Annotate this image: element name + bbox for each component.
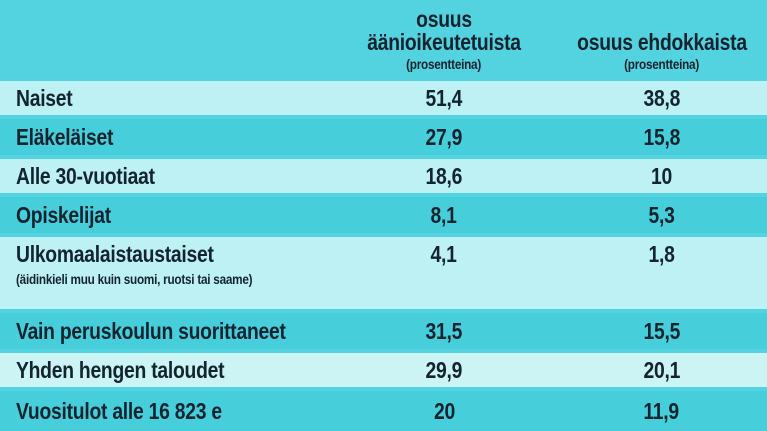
table-row: Ulkomaalaistaustaiset (äidinkieli muu ku… [0,237,767,309]
candidates-value: 15,8 [643,123,680,150]
row-label: Yhden hengen taloudet [16,356,225,383]
row-sublabel: (äidinkieli muu kuin suomi, ruotsi tai s… [16,270,253,287]
candidates-value: 10 [650,162,672,189]
row-label: Alle 30-vuotiaat [16,162,155,189]
table-row: Eläkeläiset 27,9 15,8 [0,119,767,155]
voters-column-subtitle: (prosentteina) [406,55,482,72]
voters-value: 51,4 [425,84,463,111]
voters-value: 20 [433,398,455,424]
candidates-value: 15,5 [643,317,680,344]
voters-value: 8,1 [430,201,458,228]
table-row: Naiset 51,4 38,8 [0,81,767,115]
candidates-column-title: osuus ehdokkaista [576,28,747,55]
voters-value: 4,1 [430,241,458,267]
row-label: Vuositulot alle 16 823 e [16,398,222,424]
voters-value: 31,5 [425,317,463,344]
candidates-value: 1,8 [648,241,675,267]
candidates-column-subtitle: (prosentteina) [624,55,699,72]
candidates-column-header: osuus ehdokkaista (prosentteina) [556,28,767,72]
table-row: Yhden hengen taloudet 29,9 20,1 [0,353,767,387]
voters-column-header: osuus äänioikeutetuista (prosentteina) [332,5,556,72]
voters-value: 27,9 [425,123,463,150]
row-label: Naiset [16,84,73,111]
table-row: Opiskelijat 8,1 5,3 [0,197,767,233]
table-row: Vuositulot alle 16 823 e 20 11,9 [0,391,767,431]
row-label: Opiskelijat [16,201,111,228]
table-row: Alle 30-vuotiaat 18,6 10 [0,159,767,193]
row-label: Ulkomaalaistaustaiset [16,241,214,267]
table-row: Vain peruskoulun suorittaneet 31,5 15,5 [0,313,767,349]
voters-column-title: osuus äänioikeutetuista [367,5,521,55]
candidates-value: 11,9 [643,398,680,424]
voters-value: 29,9 [425,356,463,383]
table-header: osuus äänioikeutetuista (prosentteina) o… [0,0,767,77]
candidates-value: 20,1 [643,356,680,383]
candidates-value: 5,3 [648,201,675,228]
voters-value: 18,6 [425,162,463,189]
row-label: Eläkeläiset [16,123,114,150]
candidates-value: 38,8 [643,84,680,111]
row-label: Vain peruskoulun suorittaneet [16,317,286,344]
